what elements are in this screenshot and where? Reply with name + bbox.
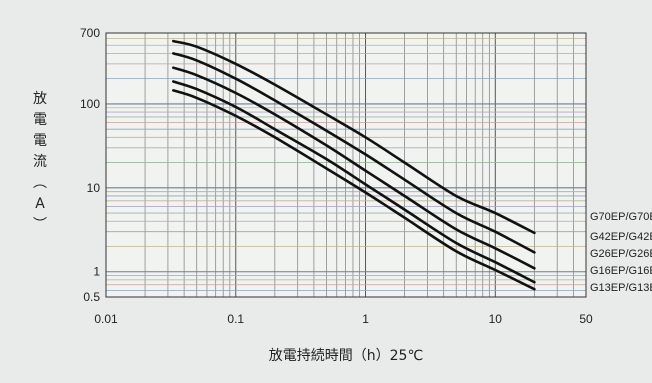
y-tick-label: 100 (80, 97, 100, 111)
series-line-3 (172, 66, 536, 270)
series-line-1 (172, 39, 536, 235)
series-label: G13EP/G13EPX (590, 282, 652, 294)
y-tick-labels: 0.5 1 10 100 700 (80, 26, 100, 304)
series-lines (172, 39, 536, 291)
series-labels: G70EP/G70EPX G42EP/G42EPX G26EP/G26EPX G16E… (590, 211, 652, 294)
x-tick-labels: 0.01 0.1 1 10 50 (94, 312, 593, 326)
y-tick-label: 1 (93, 265, 100, 279)
x-tick-label: 0.01 (94, 312, 118, 326)
vertical-grid (144, 33, 574, 297)
series-line-2 (172, 52, 536, 254)
x-tick-label: 1 (362, 312, 369, 326)
x-axis-title: 放電持続時間（h）25℃ (269, 347, 423, 364)
series-label: G42EP/G42EPX (590, 231, 652, 243)
y-tick-label: 0.5 (83, 290, 100, 304)
x-tick-label: 10 (489, 312, 503, 326)
x-tick-label: 0.1 (227, 312, 244, 326)
series-label: G70EP/G70EPX (590, 211, 652, 223)
y-axis-title-char: 電 (33, 112, 47, 128)
series-label: G26EP/G26EPX (590, 248, 652, 260)
series-line-5 (172, 89, 536, 291)
plot-frame (105, 32, 587, 298)
horizontal-grid (106, 38, 586, 291)
y-axis-title-char: 流 (33, 154, 47, 170)
y-axis-title-char: A (35, 196, 45, 212)
x-tick-label: 50 (579, 312, 593, 326)
y-tick-label: 10 (87, 181, 101, 195)
y-axis-title-char: ︵ (33, 175, 47, 191)
y-tick-label: 700 (80, 26, 100, 40)
series-line-4 (172, 80, 536, 284)
y-axis-title-char: 放 (33, 91, 47, 107)
y-axis-title-char: ︶ (33, 217, 47, 233)
y-axis-title-char: 電 (33, 133, 47, 149)
series-label: G16EP/G16EPX (590, 265, 652, 277)
